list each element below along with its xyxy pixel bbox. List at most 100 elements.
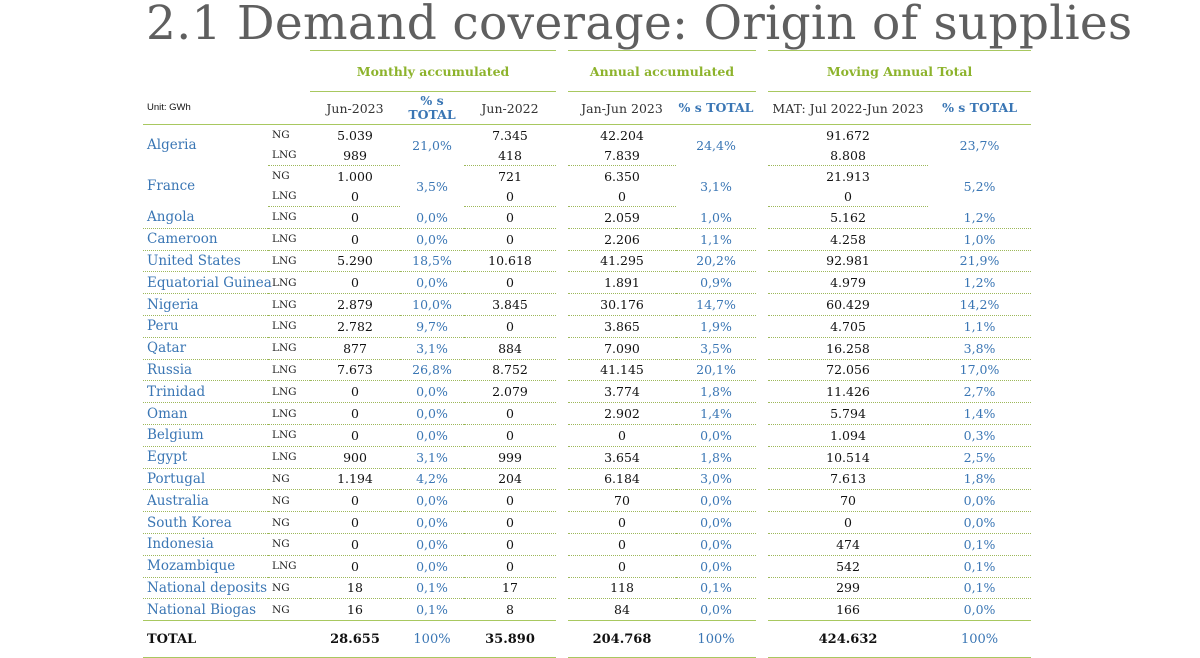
gas-type: LNG — [268, 315, 310, 338]
column-header-row: Unit: GWh Jun-2023 % s TOTAL Jun-2022 Ja… — [143, 92, 1032, 125]
pct-annual: 0,9% — [676, 271, 757, 295]
column-gap — [756, 228, 768, 250]
pct-mat: 0,0% — [928, 489, 1032, 513]
pct-annual: 3,5% — [676, 337, 757, 360]
group-mat-label: Moving Annual Total — [768, 50, 1032, 92]
value-jun-2023: 0 — [310, 402, 400, 425]
value-jan-jun-2023: 3.774 — [568, 380, 676, 404]
unit-label: Unit: GWh — [147, 102, 191, 114]
gas-type: LNG — [268, 228, 310, 251]
pct-monthly: 0,0% — [400, 533, 464, 556]
gas-type: LNG — [268, 359, 310, 382]
value-jun-2022: 0 — [464, 424, 556, 447]
gas-type: LNG — [268, 380, 310, 404]
gas-type: NG — [268, 468, 310, 491]
group-monthly-label: Monthly accumulated — [310, 50, 556, 92]
column-gap — [556, 490, 568, 512]
total-pct-annual: 100% — [676, 620, 757, 658]
pct-monthly: 0,0% — [400, 555, 464, 578]
pct-mat: 21,9% — [928, 250, 1032, 273]
country-name: France — [147, 178, 196, 194]
pct-monthly: 0,0% — [400, 424, 464, 447]
header-pct-total-monthly: % s TOTAL — [400, 92, 464, 125]
header-pct-total-mat: % s TOTAL — [942, 100, 1017, 115]
column-gap — [556, 512, 568, 534]
column-gap — [556, 337, 568, 359]
value-jun-2022: 721 — [498, 168, 522, 184]
pct-annual: 1,9% — [676, 315, 757, 338]
gas-type: NG — [268, 511, 310, 534]
value-jun-2022: 8 — [464, 598, 556, 622]
value-mat: 91.672 — [826, 127, 870, 143]
value-mat: 11.426 — [768, 380, 929, 404]
value-jan-jun-2023: 0 — [568, 511, 676, 534]
column-gap — [556, 424, 568, 446]
table-row: LNG 989 418 7.839 8.808 — [143, 145, 1031, 166]
table-row: Algeria NG 5.039 21,0% 7.345 42.204 24,4% 91.67… — [143, 125, 1031, 154]
table-row: Nigeria LNG 2.879 10,0% 3.845 30.176 14,7% 60.4… — [143, 293, 1032, 316]
column-gap — [756, 381, 768, 403]
value-jan-jun-2023: 41.295 — [568, 250, 676, 273]
column-gap — [756, 512, 768, 534]
table-row: Peru LNG 2.782 9,7% 0 3.865 1,9% 4.705 1,1% — [143, 315, 1032, 338]
column-gap — [556, 381, 568, 403]
value-jan-jun-2023: 7.839 — [568, 145, 676, 166]
pct-annual: 3,0% — [676, 468, 757, 491]
pct-monthly: 0,0% — [400, 402, 464, 425]
table-row: National deposits NG 18 0,1% 17 118 0,1% 299 0,1… — [143, 577, 1032, 600]
table-row: Equatorial Guinea LNG 0 0,0% 0 1.891 0,9% 4.979… — [143, 271, 1032, 295]
column-gap — [756, 403, 768, 425]
value-jun-2022: 0 — [464, 271, 556, 295]
column-gap — [756, 533, 768, 555]
value-jun-2023: 0 — [310, 380, 400, 404]
pct-annual: 1,1% — [676, 228, 757, 251]
country-name: Algeria — [147, 137, 197, 154]
value-jun-2023: 989 — [310, 145, 400, 166]
value-mat: 72.056 — [768, 359, 929, 382]
value-jan-jun-2023: 7.090 — [568, 337, 676, 360]
value-jun-2022: 0 — [464, 186, 556, 207]
table-row: National Biogas NG 16 0,1% 8 84 0,0% 166 0,0% — [143, 598, 1032, 622]
gas-type: LNG — [268, 250, 310, 273]
column-gap — [556, 359, 568, 381]
pct-mat: 1,2% — [928, 271, 1032, 295]
table-row: LNG 0 0 0 0 — [143, 186, 1031, 207]
pct-annual: 0,0% — [676, 533, 757, 556]
value-jan-jun-2023: 0 — [568, 186, 676, 207]
group-header-row: Monthly accumulated Annual accumulated M… — [143, 50, 1032, 92]
country-name: Belgium — [143, 424, 268, 447]
pct-mat: 5,2% — [963, 178, 996, 194]
table-row: Oman LNG 0 0,0% 0 2.902 1,4% 5.794 1,4% — [143, 402, 1032, 425]
pct-mat: 0,0% — [928, 511, 1032, 534]
column-gap — [556, 272, 568, 294]
value-jan-jun-2023: 41.145 — [568, 359, 676, 382]
value-jan-jun-2023: 2.902 — [568, 402, 676, 425]
value-jun-2023: 0 — [310, 555, 400, 578]
column-gap — [556, 577, 568, 599]
value-jun-2023: 7.673 — [310, 359, 400, 382]
column-gap — [556, 533, 568, 555]
value-jun-2023: 2.782 — [310, 315, 400, 338]
value-mat: 299 — [768, 577, 929, 600]
value-mat: 1.094 — [768, 424, 929, 447]
table-row: South Korea NG 0 0,0% 0 0 0,0% 0 0,0% — [143, 511, 1032, 534]
value-jun-2022: 2.079 — [464, 380, 556, 404]
gas-type: LNG — [268, 555, 310, 578]
value-jun-2022: 10.618 — [464, 250, 556, 273]
country-name: Australia — [143, 489, 268, 513]
value-jun-2023: 0 — [310, 424, 400, 447]
value-jun-2023: 0 — [310, 511, 400, 534]
table-row: Portugal NG 1.194 4,2% 204 6.184 3,0% 7.613 1,8% — [143, 468, 1032, 491]
gas-type: LNG — [268, 424, 310, 447]
pct-mat: 17,0% — [928, 359, 1032, 382]
pct-mat: 23,7% — [959, 137, 1000, 153]
pct-mat: 14,2% — [928, 293, 1032, 316]
column-gap — [756, 207, 768, 229]
value-jun-2022: 17 — [464, 577, 556, 600]
value-jan-jun-2023: 70 — [568, 489, 676, 513]
group-annual-label: Annual accumulated — [568, 50, 757, 92]
value-jun-2022: 0 — [464, 228, 556, 251]
gas-type: LNG — [268, 206, 310, 229]
pct-annual: 0,0% — [676, 555, 757, 578]
column-gap — [756, 294, 768, 316]
